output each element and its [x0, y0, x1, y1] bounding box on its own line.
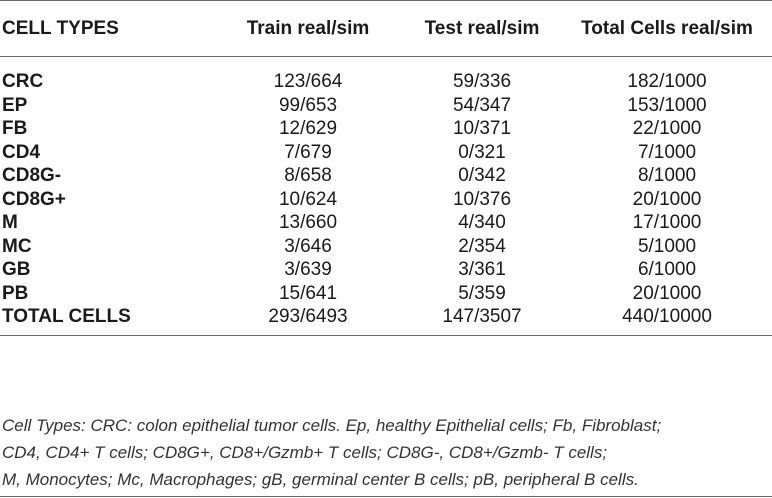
- table-row-total: TOTAL CELLS 293/6493 147/3507 440/10000: [0, 305, 772, 336]
- train-value: 3/639: [284, 259, 332, 280]
- header-total: Total Cells real/sim: [562, 0, 772, 57]
- test-value: 5/359: [458, 282, 506, 304]
- train-value: 293/6493: [214, 305, 402, 336]
- table-row: M 13/660 4/340 17/1000: [0, 211, 772, 235]
- total-value: 7/1000: [637, 141, 697, 163]
- total-value: 20/1000: [632, 188, 702, 210]
- train-value: 15/641: [278, 282, 338, 304]
- table-row: CD8G- 8/658 0/342 8/1000: [0, 164, 772, 188]
- total-value: 22/1000: [632, 118, 702, 139]
- test-value: 0/321: [458, 141, 506, 163]
- footnote-line: CD4, CD4+ T cells; CD8G+, CD8+/Gzmb+ T c…: [2, 443, 608, 462]
- total-value: 5/1000: [637, 235, 697, 257]
- total-value: 440/10000: [562, 305, 772, 336]
- table-row: FB 12/629 10/371 22/1000: [0, 117, 772, 141]
- test-value: 54/347: [452, 94, 512, 116]
- table-header-row: CELL TYPES Train real/sim Test real/sim …: [0, 0, 772, 57]
- train-value: 8/658: [284, 165, 332, 186]
- table-row: MC 3/646 2/354 5/1000: [0, 235, 772, 259]
- footnote-line: Cell Types: CRC: colon epithelial tumor …: [2, 416, 662, 435]
- footnote-line: M, Monocytes; Mc, Macrophages; gB, germi…: [2, 470, 639, 489]
- row-label: CD8G+: [2, 188, 66, 210]
- train-value: 13/660: [278, 212, 338, 233]
- header-test: Test real/sim: [402, 0, 562, 57]
- test-value: 147/3507: [402, 305, 562, 336]
- cell-types-table: CELL TYPES Train real/sim Test real/sim …: [0, 0, 772, 336]
- test-value: 4/340: [458, 212, 506, 233]
- total-value: 17/1000: [632, 212, 702, 233]
- table-footnote: Cell Types: CRC: colon epithelial tumor …: [2, 412, 770, 493]
- row-label: FB: [2, 118, 28, 139]
- test-value: 2/354: [458, 235, 506, 257]
- train-value: 123/664: [273, 71, 343, 92]
- row-label: MC: [2, 235, 32, 257]
- table-row: CD4 7/679 0/321 7/1000: [0, 141, 772, 165]
- test-value: 59/336: [452, 71, 512, 92]
- total-value: 153/1000: [627, 94, 707, 116]
- header-cell-types: CELL TYPES: [0, 0, 214, 57]
- row-label: GB: [2, 259, 31, 280]
- test-value: 3/361: [458, 259, 506, 280]
- row-label: CD4: [2, 141, 41, 163]
- train-value: 7/679: [284, 141, 332, 163]
- total-value: 182/1000: [627, 71, 707, 92]
- train-value: 99/653: [278, 94, 338, 116]
- total-value: 6/1000: [637, 259, 697, 280]
- row-label: CRC: [2, 71, 44, 92]
- table-row: GB 3/639 3/361 6/1000: [0, 258, 772, 282]
- test-value: 10/371: [452, 118, 512, 139]
- total-value: 8/1000: [637, 165, 697, 186]
- row-label: EP: [2, 94, 28, 116]
- header-train: Train real/sim: [214, 0, 402, 57]
- row-label: CD8G-: [2, 165, 62, 186]
- table-row: CRC 123/664 59/336 182/1000: [0, 57, 772, 94]
- row-label: PB: [2, 282, 29, 304]
- row-label: TOTAL CELLS: [0, 305, 214, 336]
- bottom-rule: [0, 496, 772, 497]
- train-value: 10/624: [278, 188, 338, 210]
- table-row: EP 99/653 54/347 153/1000: [0, 94, 772, 118]
- table-row: CD8G+ 10/624 10/376 20/1000: [0, 188, 772, 212]
- test-value: 10/376: [452, 188, 512, 210]
- total-value: 20/1000: [632, 282, 702, 304]
- table-row: PB 15/641 5/359 20/1000: [0, 282, 772, 306]
- row-label: M: [2, 212, 18, 233]
- test-value: 0/342: [458, 165, 506, 186]
- train-value: 3/646: [284, 235, 332, 257]
- train-value: 12/629: [278, 118, 338, 139]
